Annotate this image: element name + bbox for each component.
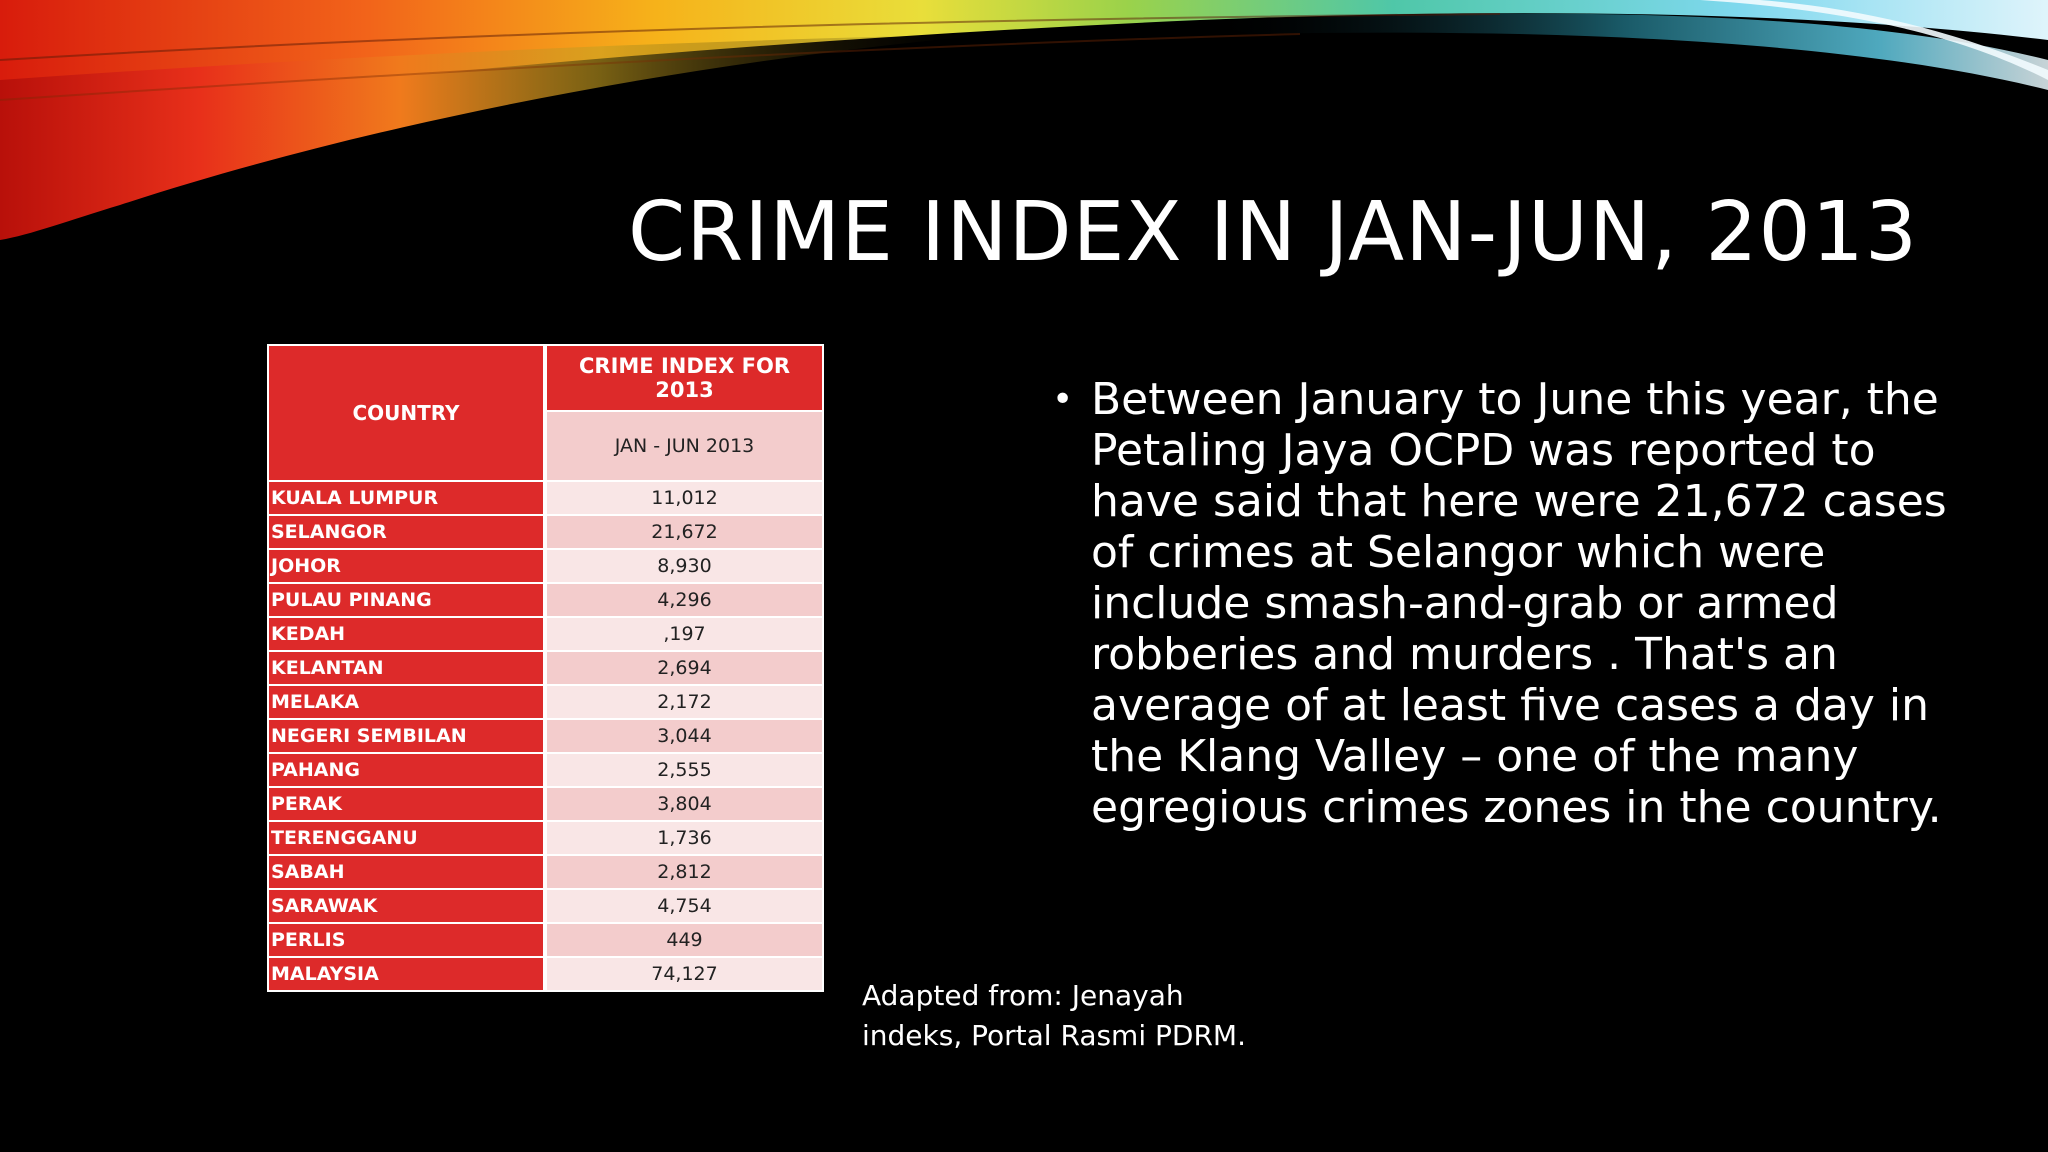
state-name-cell: NEGERI SEMBILAN (267, 718, 547, 754)
crime-index-value-cell: 4,754 (544, 888, 824, 924)
table-row: MELAKA 2,172 (267, 684, 824, 720)
state-name-cell: PAHANG (267, 752, 547, 788)
state-name-cell: KELANTAN (267, 650, 547, 686)
decorative-swoosh-banner (0, 0, 2048, 240)
crime-index-table: COUNTRY CRIME INDEX FOR 2013 JAN - JUN 2… (267, 344, 824, 992)
crime-index-value-cell: 2,694 (544, 650, 824, 686)
state-name-cell: SELANGOR (267, 514, 547, 550)
crime-index-value-cell: ,197 (544, 616, 824, 652)
crime-index-value-cell: 2,555 (544, 752, 824, 788)
table-row: SELANGOR 21,672 (267, 514, 824, 550)
crime-index-value-cell: 8,930 (544, 548, 824, 584)
state-name-cell: KEDAH (267, 616, 547, 652)
table-row: KELANTAN 2,694 (267, 650, 824, 686)
state-name-cell: KUALA LUMPUR (267, 480, 547, 516)
bullet-text: Between January to June this year, the P… (1091, 374, 1947, 833)
table-row: PAHANG 2,555 (267, 752, 824, 788)
table-row: KEDAH ,197 (267, 616, 824, 652)
column-header-crime-index: CRIME INDEX FOR 2013 (544, 344, 824, 412)
table-row: SABAH 2,812 (267, 854, 824, 890)
table-row: PERLIS 449 (267, 922, 824, 958)
table-row: PULAU PINANG 4,296 (267, 582, 824, 618)
state-name-cell: MELAKA (267, 684, 547, 720)
table-row: SARAWAK 4,754 (267, 888, 824, 924)
column-header-country: COUNTRY (267, 344, 547, 482)
slide-title: CRIME INDEX IN JAN-JUN, 2013 (627, 185, 1918, 280)
state-name-cell: MALAYSIA (267, 956, 547, 992)
state-name-cell: PERLIS (267, 922, 547, 958)
table-row: JOHOR 8,930 (267, 548, 824, 584)
table-row: MALAYSIA 74,127 (267, 956, 824, 992)
bullet-point: • Between January to June this year, the… (1052, 374, 1952, 833)
state-name-cell: JOHOR (267, 548, 547, 584)
table-row: TERENGGANU 1,736 (267, 820, 824, 856)
crime-index-value-cell: 2,812 (544, 854, 824, 890)
crime-index-value-cell: 449 (544, 922, 824, 958)
crime-index-value-cell: 11,012 (544, 480, 824, 516)
state-name-cell: PULAU PINANG (267, 582, 547, 618)
table-row: PERAK 3,804 (267, 786, 824, 822)
state-name-cell: TERENGGANU (267, 820, 547, 856)
crime-index-value-cell: 74,127 (544, 956, 824, 992)
crime-index-value-cell: 1,736 (544, 820, 824, 856)
state-name-cell: PERAK (267, 786, 547, 822)
crime-index-value-cell: 4,296 (544, 582, 824, 618)
crime-index-value-cell: 2,172 (544, 684, 824, 720)
state-name-cell: SABAH (267, 854, 547, 890)
table-body: KUALA LUMPUR 11,012 SELANGOR 21,672 JOHOR 8,9… (267, 480, 824, 992)
table-row: KUALA LUMPUR 11,012 (267, 480, 824, 516)
crime-index-value-cell: 21,672 (544, 514, 824, 550)
bullet-marker: • (1052, 379, 1074, 420)
table-row: NEGERI SEMBILAN 3,044 (267, 718, 824, 754)
state-name-cell: SARAWAK (267, 888, 547, 924)
crime-index-value-cell: 3,804 (544, 786, 824, 822)
column-subheader-period: JAN - JUN 2013 (544, 410, 824, 482)
source-citation: Adapted from: Jenayah indeks, Portal Ras… (862, 979, 1246, 1052)
crime-index-value-cell: 3,044 (544, 718, 824, 754)
